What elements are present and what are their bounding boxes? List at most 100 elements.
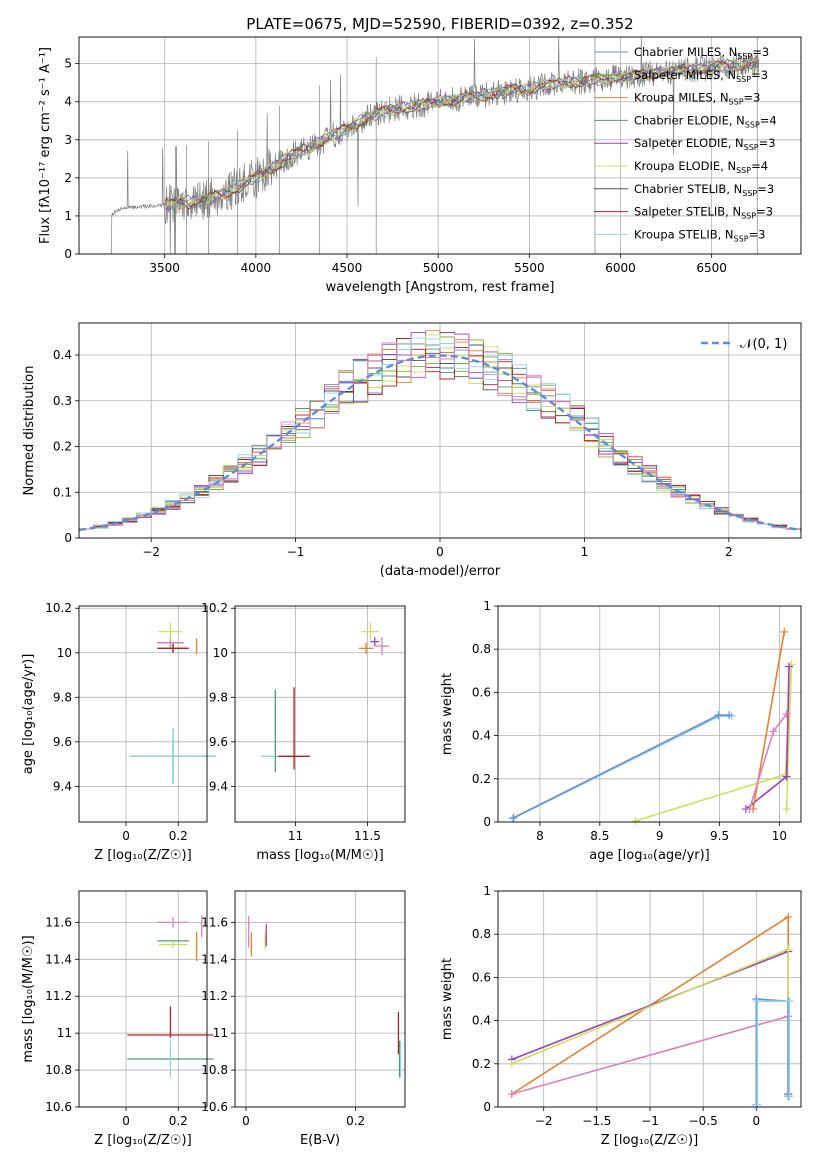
weight-marker bbox=[782, 710, 791, 718]
y-tick-label: 9.6 bbox=[209, 735, 228, 749]
weight-marker bbox=[785, 662, 794, 671]
y-tick-label: 11 bbox=[57, 1026, 72, 1040]
y-tick-label: 10.2 bbox=[45, 601, 72, 615]
weight-marker bbox=[725, 711, 734, 720]
y-tick-label: 4 bbox=[64, 95, 72, 109]
y-tick-label: 1 bbox=[64, 209, 72, 223]
x-tick-label: 11 bbox=[288, 829, 303, 843]
weight-marker bbox=[507, 1090, 516, 1099]
axes-frame bbox=[78, 890, 208, 1108]
y-tick-label: 10 bbox=[57, 646, 72, 660]
plot-area bbox=[129, 622, 217, 785]
y-tick-label: 0.8 bbox=[472, 642, 491, 656]
y-tick-label: 0 bbox=[483, 1100, 491, 1114]
weight-marker bbox=[753, 1100, 762, 1109]
y-tick-label: 3 bbox=[64, 133, 72, 147]
plot-area bbox=[248, 915, 402, 1078]
weight-line bbox=[755, 998, 790, 1105]
y-tick-label: 0.4 bbox=[472, 1014, 491, 1028]
legend-entry: Chabrier MILES, NSSP=3 bbox=[634, 45, 769, 61]
legend-entry: Chabrier STELIB, NSSP=3 bbox=[634, 182, 774, 198]
axes-frame bbox=[78, 605, 208, 823]
y-tick-label: 0.4 bbox=[53, 348, 72, 362]
y-tick-label: 0.6 bbox=[472, 970, 491, 984]
y-tick-label: 9.8 bbox=[53, 690, 72, 704]
y-tick-label: 0.8 bbox=[472, 927, 491, 941]
weight-marker bbox=[745, 805, 754, 814]
x-tick-label: 10 bbox=[772, 829, 787, 843]
y-tick-label: 11.6 bbox=[45, 915, 72, 929]
y-tick-label: 9.6 bbox=[53, 735, 72, 749]
legend-entry: Kroupa MILES, NSSP=3 bbox=[634, 91, 760, 107]
y-tick-label: 10 bbox=[213, 646, 228, 660]
weight-line bbox=[745, 666, 790, 810]
weight-marker bbox=[782, 805, 791, 814]
x-tick-label: −1 bbox=[641, 1114, 659, 1128]
y-tick-label: 0.2 bbox=[472, 1057, 491, 1071]
y-axis-label: mass weight bbox=[440, 673, 455, 755]
legend-entry: 𝒩(0, 1) bbox=[740, 337, 787, 352]
spectrum-legend: Chabrier MILES, NSSP=3 Salpeter MILES, NS… bbox=[594, 45, 777, 243]
residual-histogram bbox=[79, 338, 801, 530]
x-tick-label: 5500 bbox=[514, 261, 545, 275]
observed-spectrum bbox=[111, 36, 760, 255]
panel-spectrum: 3500 4000 4500 5000 5500 6000 6500 0 1 2 3 4 5 wavele… bbox=[38, 36, 802, 295]
x-tick-label: 0 bbox=[122, 1114, 130, 1128]
legend-entry: Kroupa ELODIE, NSSP=4 bbox=[634, 159, 768, 175]
y-tick-label: 2 bbox=[64, 171, 72, 185]
y-tick-label: 9.4 bbox=[209, 779, 228, 793]
axes-frame bbox=[78, 322, 802, 539]
weight-marker bbox=[714, 711, 723, 720]
y-tick-label: 0.2 bbox=[472, 772, 491, 786]
y-axis-label: Normed distribution bbox=[22, 366, 37, 496]
y-axis-label: age [log₁₀(age/yr)] bbox=[21, 654, 36, 775]
plot-area bbox=[78, 330, 802, 532]
y-tick-label: 11.6 bbox=[201, 915, 228, 929]
x-tick-label: 6500 bbox=[696, 261, 727, 275]
x-tick-label: 9.5 bbox=[710, 829, 729, 843]
legend-entry: Salpeter ELODIE, NSSP=3 bbox=[634, 136, 776, 152]
y-tick-label: 9.8 bbox=[209, 690, 228, 704]
axes-frame bbox=[234, 605, 406, 823]
x-axis-label: E(B-V) bbox=[300, 1133, 340, 1148]
weight-marker bbox=[780, 627, 789, 636]
y-tick-label: 9.4 bbox=[53, 779, 72, 793]
x-tick-label: 2 bbox=[725, 545, 733, 559]
x-tick-label: −0.5 bbox=[689, 1114, 718, 1128]
x-tick-label: 1 bbox=[581, 545, 589, 559]
y-tick-label: 11.2 bbox=[201, 989, 228, 1003]
axes-frame bbox=[234, 890, 406, 1108]
x-tick-label: −1 bbox=[287, 545, 305, 559]
residual-legend: 𝒩(0, 1) bbox=[701, 337, 787, 352]
y-tick-label: 0.3 bbox=[53, 394, 72, 408]
x-tick-label: 0 bbox=[242, 1114, 250, 1128]
y-tick-label: 10.8 bbox=[201, 1063, 228, 1077]
plot-area bbox=[507, 912, 794, 1109]
residual-histogram bbox=[79, 338, 801, 530]
x-tick-label: 0 bbox=[436, 545, 444, 559]
plot-area bbox=[127, 915, 214, 1078]
weight-line bbox=[512, 715, 732, 820]
x-axis-label: mass [log₁₀(M/M☉)] bbox=[256, 848, 383, 863]
x-tick-label: 0.2 bbox=[169, 1114, 188, 1128]
y-tick-label: 1 bbox=[483, 884, 491, 898]
y-tick-label: 0.2 bbox=[53, 440, 72, 454]
x-tick-label: 4500 bbox=[332, 261, 363, 275]
weight-marker bbox=[769, 727, 778, 736]
x-tick-label: 0 bbox=[753, 1114, 761, 1128]
y-axis-label: mass [log₁₀(M/M☉)] bbox=[21, 935, 36, 1062]
x-tick-label: 8 bbox=[536, 829, 544, 843]
legend-entry: Salpeter MILES, NSSP=3 bbox=[634, 68, 768, 84]
legend-entry: Salpeter STELIB, NSSP=3 bbox=[634, 205, 773, 221]
panel-age-vs-mass-weight: 8 8.5 9 9.5 10 0 0.2 0.4 0.6 0.8 1 age [log₁₀(age/y… bbox=[440, 599, 802, 863]
x-tick-label: 6000 bbox=[605, 261, 636, 275]
x-axis-label: Z [log₁₀(Z/Z☉)] bbox=[601, 1133, 698, 1148]
weight-line bbox=[756, 1000, 791, 1105]
y-tick-label: 11.4 bbox=[201, 952, 228, 966]
y-axis-label: Flux [fλ10⁻¹⁷ erg cm⁻² s⁻¹ A⁻¹] bbox=[38, 47, 53, 244]
legend-entry: Kroupa STELIB, NSSP=3 bbox=[634, 227, 765, 243]
panel-ebv-vs-mass: 0 0.2 10.6 10.8 11 11.2 11.4 11.6 E(B-V) bbox=[201, 890, 406, 1148]
x-tick-label: 0 bbox=[122, 829, 130, 843]
y-axis-label: mass weight bbox=[440, 958, 455, 1040]
